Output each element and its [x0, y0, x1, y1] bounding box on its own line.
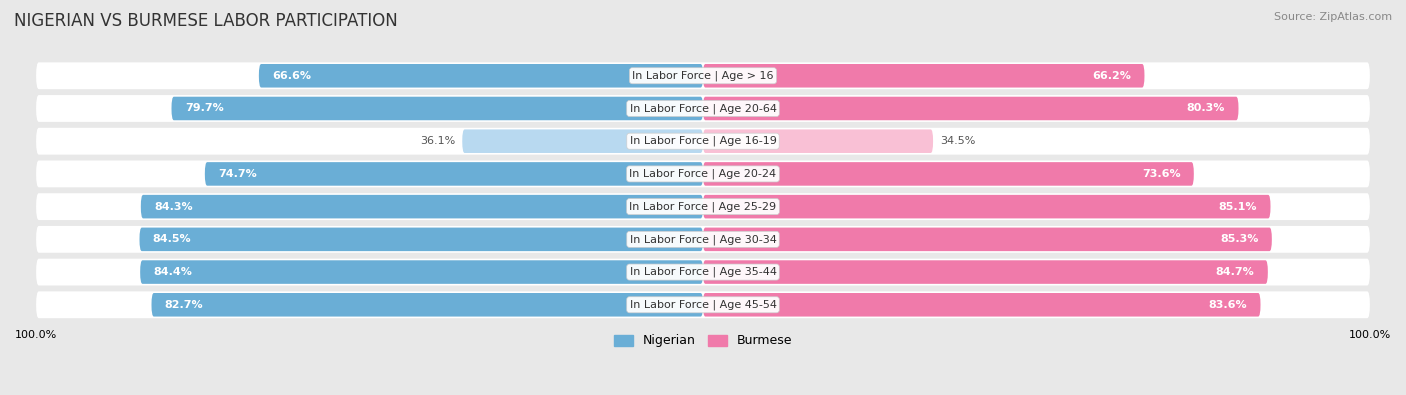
Text: 66.2%: 66.2%: [1092, 71, 1132, 81]
Text: 85.3%: 85.3%: [1220, 234, 1258, 245]
Text: In Labor Force | Age 35-44: In Labor Force | Age 35-44: [630, 267, 776, 277]
Text: In Labor Force | Age 16-19: In Labor Force | Age 16-19: [630, 136, 776, 147]
Text: In Labor Force | Age 45-54: In Labor Force | Age 45-54: [630, 299, 776, 310]
Text: Source: ZipAtlas.com: Source: ZipAtlas.com: [1274, 12, 1392, 22]
FancyBboxPatch shape: [37, 160, 1369, 187]
FancyBboxPatch shape: [37, 128, 1369, 154]
Text: 84.4%: 84.4%: [153, 267, 193, 277]
Text: In Labor Force | Age 20-64: In Labor Force | Age 20-64: [630, 103, 776, 114]
Text: 74.7%: 74.7%: [218, 169, 257, 179]
FancyBboxPatch shape: [205, 162, 703, 186]
FancyBboxPatch shape: [37, 292, 1369, 318]
FancyBboxPatch shape: [703, 64, 1144, 88]
Text: In Labor Force | Age 25-29: In Labor Force | Age 25-29: [630, 201, 776, 212]
FancyBboxPatch shape: [703, 195, 1271, 218]
FancyBboxPatch shape: [37, 95, 1369, 122]
Text: 73.6%: 73.6%: [1142, 169, 1181, 179]
FancyBboxPatch shape: [172, 97, 703, 120]
Text: In Labor Force | Age 30-34: In Labor Force | Age 30-34: [630, 234, 776, 245]
FancyBboxPatch shape: [141, 260, 703, 284]
FancyBboxPatch shape: [703, 293, 1261, 316]
FancyBboxPatch shape: [37, 193, 1369, 220]
FancyBboxPatch shape: [139, 228, 703, 251]
FancyBboxPatch shape: [463, 130, 703, 153]
Legend: Nigerian, Burmese: Nigerian, Burmese: [609, 329, 797, 352]
Text: 83.6%: 83.6%: [1209, 300, 1247, 310]
Text: 84.3%: 84.3%: [155, 201, 193, 212]
Text: 84.7%: 84.7%: [1216, 267, 1254, 277]
Text: In Labor Force | Age 20-24: In Labor Force | Age 20-24: [630, 169, 776, 179]
FancyBboxPatch shape: [703, 97, 1239, 120]
Text: 84.5%: 84.5%: [153, 234, 191, 245]
Text: NIGERIAN VS BURMESE LABOR PARTICIPATION: NIGERIAN VS BURMESE LABOR PARTICIPATION: [14, 12, 398, 30]
Text: 66.6%: 66.6%: [273, 71, 311, 81]
Text: 34.5%: 34.5%: [939, 136, 976, 146]
FancyBboxPatch shape: [259, 64, 703, 88]
FancyBboxPatch shape: [703, 162, 1194, 186]
Text: In Labor Force | Age > 16: In Labor Force | Age > 16: [633, 71, 773, 81]
Text: 85.1%: 85.1%: [1219, 201, 1257, 212]
FancyBboxPatch shape: [152, 293, 703, 316]
Text: 80.3%: 80.3%: [1187, 103, 1225, 113]
FancyBboxPatch shape: [703, 130, 934, 153]
Text: 79.7%: 79.7%: [184, 103, 224, 113]
FancyBboxPatch shape: [141, 195, 703, 218]
FancyBboxPatch shape: [37, 62, 1369, 89]
FancyBboxPatch shape: [703, 260, 1268, 284]
FancyBboxPatch shape: [703, 228, 1272, 251]
FancyBboxPatch shape: [37, 259, 1369, 286]
Text: 82.7%: 82.7%: [165, 300, 204, 310]
Text: 36.1%: 36.1%: [420, 136, 456, 146]
FancyBboxPatch shape: [37, 226, 1369, 253]
